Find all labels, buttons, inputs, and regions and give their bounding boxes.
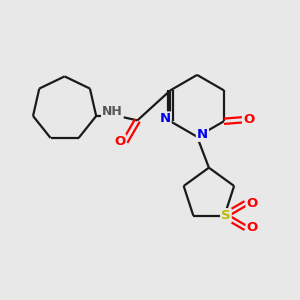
Text: NH: NH bbox=[102, 105, 123, 118]
Text: S: S bbox=[221, 209, 231, 222]
Text: O: O bbox=[247, 197, 258, 210]
Text: O: O bbox=[114, 135, 125, 148]
Text: O: O bbox=[243, 113, 254, 126]
Text: O: O bbox=[247, 221, 258, 235]
Text: N: N bbox=[160, 112, 171, 125]
Text: N: N bbox=[197, 128, 208, 141]
